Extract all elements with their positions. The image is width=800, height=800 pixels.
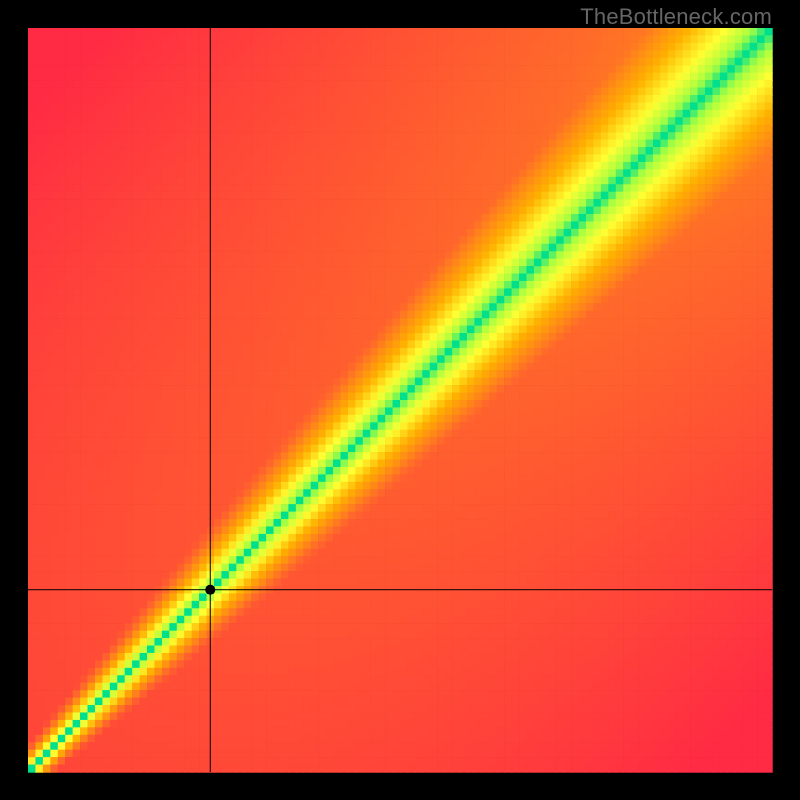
chart-container: TheBottleneck.com bbox=[0, 0, 800, 800]
heatmap-canvas bbox=[0, 0, 800, 800]
watermark-text: TheBottleneck.com bbox=[580, 4, 772, 30]
